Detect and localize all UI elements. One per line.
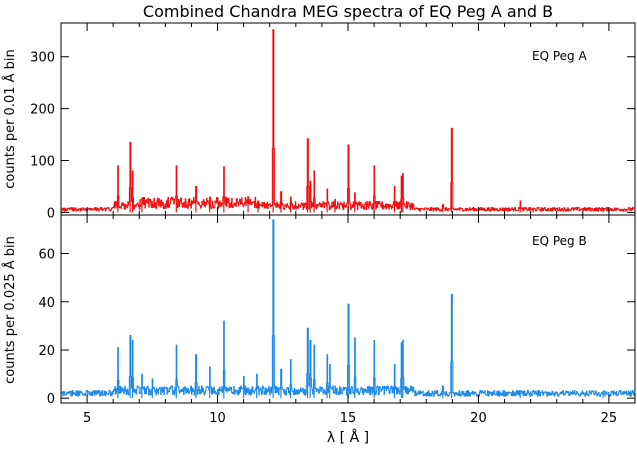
y-tick-label-a: 100 [30,155,55,170]
x-tick-label: 5 [83,411,91,426]
x-tick-label: 20 [470,411,487,426]
panel-b-ylabel: counts per 0.025 Å bin [2,236,18,384]
y-tick-label-a: 0 [47,206,55,221]
x-tick-label: 10 [209,411,226,426]
x-axis-label: λ [ Å ] [327,429,369,446]
y-tick-label-a: 300 [30,51,55,66]
y-tick-label-b: 60 [38,248,55,263]
y-tick-label-a: 200 [30,103,55,118]
panel-eq-peg-b: counts per 0.025 Å bin EQ Peg B λ [ Å ] … [2,214,636,446]
x-tick-label: 15 [340,411,357,426]
panel-eq-peg-a: counts per 0.01 Å bin EQ Peg A 0 100 200 30… [2,22,636,221]
y-tick-label-b: 40 [38,296,55,311]
y-tick-label-b: 20 [38,344,55,359]
panel-a-ylabel: counts per 0.01 Å bin [2,49,18,189]
chart-title: Combined Chandra MEG spectra of EQ Peg A… [143,2,553,21]
panel-b-legend: EQ Peg B [532,234,587,248]
y-tick-label-b: 0 [47,392,55,407]
panel-a-legend: EQ Peg A [532,49,587,63]
x-tick-label: 25 [601,411,618,426]
